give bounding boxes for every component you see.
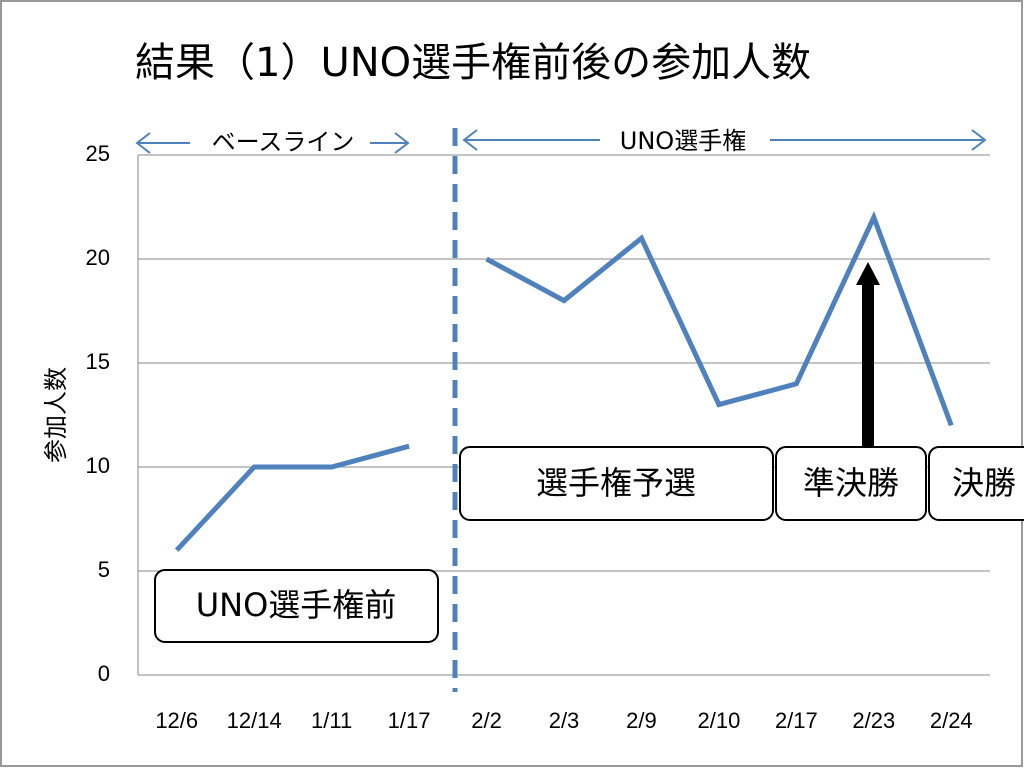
arrow-head: [394, 132, 410, 154]
arrow-head: [135, 132, 151, 154]
header-label: ベースライン: [212, 128, 355, 156]
y-axis-label: 参加人数: [42, 367, 70, 463]
chart-title: 結果（1）UNO選手権前後の参加人数: [135, 40, 811, 86]
y-tick-label: 5: [98, 557, 110, 582]
annotation-box: [928, 446, 1024, 521]
annotation-box: [154, 569, 439, 643]
x-tick-label: 2/2: [471, 708, 502, 733]
x-tick-label: 2/3: [549, 708, 580, 733]
plot-area: 0 5 10 15 20 25 12/6 12/14 1/11 1/17 2/2 2/3 2/9 2/10…: [86, 141, 990, 733]
y-tick-label: 20: [86, 245, 110, 270]
x-tick-label: 1/17: [388, 708, 431, 733]
x-tick-label: 2/24: [930, 708, 973, 733]
arrow-head: [971, 129, 987, 151]
annotations: UNO選手権前 選手権予選 準決勝 決勝: [154, 262, 1024, 643]
annotation: 準決勝: [803, 464, 899, 502]
baseline-header: ベースライン: [135, 128, 410, 156]
data-line: [174, 443, 410, 552]
annotation: 決勝: [952, 464, 1016, 502]
x-tick-label: 12/14: [227, 708, 282, 733]
annotation-box: [459, 446, 774, 521]
x-tick-label: 2/9: [626, 708, 657, 733]
championship-header: UNO選手権: [462, 127, 987, 155]
data-line: [485, 210, 954, 427]
y-tick-label: 15: [86, 349, 110, 374]
x-tick-label: 2/17: [775, 708, 818, 733]
x-tick-label: 12/6: [155, 708, 198, 733]
arrow-head: [462, 129, 478, 151]
x-tick-label: 2/23: [852, 708, 895, 733]
y-tick-label: 10: [86, 453, 110, 478]
y-tick-label: 0: [98, 661, 110, 686]
x-tick-label: 1/11: [311, 708, 352, 733]
x-tick-label: 2/10: [697, 708, 740, 733]
annotation-box: [775, 446, 927, 521]
header-label: UNO選手権: [620, 127, 746, 155]
arrow-head: [856, 262, 880, 285]
y-tick-label: 25: [86, 141, 110, 166]
annotation: UNO選手権前: [196, 586, 397, 624]
annotation: 選手権予選: [536, 464, 696, 502]
